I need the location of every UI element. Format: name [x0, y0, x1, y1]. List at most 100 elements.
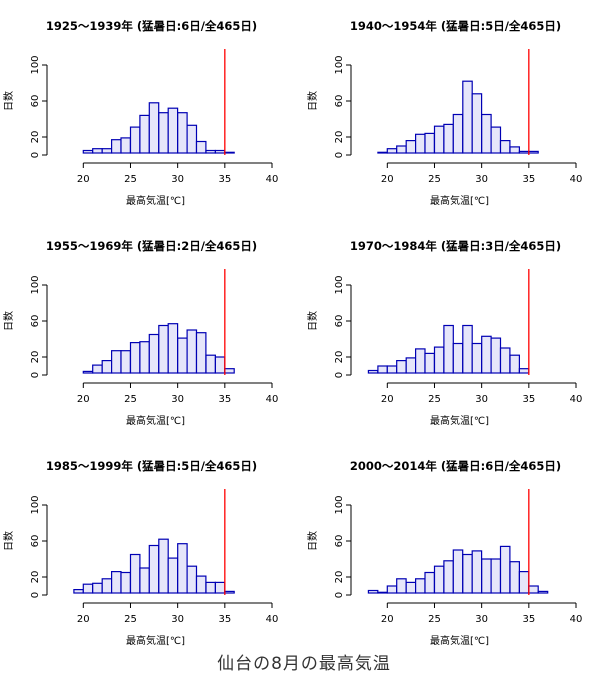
chart-title: 1970〜1984年 (猛暑日:3日/全465日): [350, 239, 561, 253]
y-tick-label: 100: [334, 275, 345, 294]
histogram-bar: [471, 93, 483, 154]
histogram-bar: [101, 578, 113, 594]
histogram-bar: [214, 356, 226, 374]
histogram-bar: [367, 589, 379, 594]
histogram-bar: [481, 335, 492, 374]
figure-caption: 仙台の8月の最高気温: [217, 654, 391, 674]
histogram-bar: [443, 324, 454, 374]
x-tick-label: 25: [124, 174, 137, 185]
histogram-bar: [101, 360, 113, 374]
x-tick-label: 30: [475, 174, 488, 185]
histogram-bar: [433, 565, 445, 594]
histogram-bar: [101, 148, 113, 154]
y-axis-label: 日数: [306, 311, 319, 331]
histogram-bar: [396, 578, 407, 594]
histogram-bar: [82, 370, 94, 374]
histogram-bar: [205, 354, 216, 374]
x-tick-label: 30: [475, 614, 488, 625]
histogram-bar: [537, 590, 549, 594]
y-tick-label: 0: [30, 152, 41, 158]
histogram-bar: [158, 538, 169, 594]
histogram-bar: [490, 126, 502, 154]
histogram-bar: [224, 368, 235, 374]
histogram-bar: [214, 581, 226, 594]
x-tick-label: 35: [522, 174, 535, 185]
histogram-bar: [120, 350, 131, 374]
histogram-bar: [499, 347, 511, 374]
histogram-bar: [205, 149, 216, 154]
y-axis-label: 日数: [306, 91, 319, 111]
x-tick-label: 20: [381, 394, 394, 405]
x-tick-label: 35: [218, 394, 231, 405]
histogram-bar: [110, 350, 122, 374]
y-tick-label: 0: [334, 152, 345, 158]
histogram-bar: [224, 151, 235, 154]
histogram-bar: [528, 150, 539, 154]
histogram-bar: [518, 150, 530, 154]
histogram-bar: [509, 354, 520, 374]
histogram-bar: [415, 348, 426, 374]
histogram-bar: [462, 80, 473, 154]
histogram-bar: [405, 581, 417, 594]
x-tick-label: 35: [218, 614, 231, 625]
chart-panel-4: 0 20 60 100 20 25 30 35 40 1970〜1984年 (猛暑日:3日/全46…: [306, 239, 582, 427]
histogram-bar: [120, 137, 131, 154]
histogram-bar: [367, 369, 379, 374]
histogram-bar: [424, 132, 435, 154]
y-tick-label: 100: [334, 55, 345, 74]
histogram-bar: [462, 553, 473, 594]
x-tick-label: 30: [171, 614, 184, 625]
histogram-bar: [471, 550, 483, 594]
histogram-bar: [499, 140, 511, 154]
chart-title: 1985〜1999年 (猛暑日:5日/全465日): [46, 459, 257, 473]
histogram-bar: [195, 332, 207, 374]
histogram-bar: [73, 588, 84, 594]
chart-title: 1925〜1939年 (猛暑日:6日/全465日): [46, 19, 257, 33]
histogram-bar: [377, 591, 388, 594]
histogram-bar: [129, 342, 141, 374]
y-tick-label: 20: [334, 571, 345, 584]
histogram-bar: [386, 585, 398, 594]
histogram-bar: [433, 125, 445, 154]
histogram-bar: [186, 329, 198, 374]
histogram-bar: [443, 560, 454, 594]
histogram-bar: [110, 570, 122, 594]
x-axis-label: 最高気温[℃]: [430, 634, 489, 647]
histogram-bar: [396, 145, 407, 154]
histogram-bar: [167, 323, 179, 374]
histogram-bar: [186, 565, 198, 594]
histogram-bar: [177, 337, 188, 374]
histogram-bar: [177, 543, 188, 594]
y-tick-label: 20: [30, 571, 41, 584]
histogram-bar: [139, 114, 150, 154]
histogram-bar: [167, 557, 179, 594]
histogram-bar: [405, 140, 417, 154]
x-tick-label: 30: [475, 394, 488, 405]
histogram-bar: [509, 146, 520, 154]
chart-title: 1955〜1969年 (猛暑日:2日/全465日): [46, 239, 257, 253]
histogram-bar: [424, 352, 435, 374]
histogram-bar: [471, 342, 483, 374]
histogram-bar: [386, 365, 398, 374]
chart-panel-6: 0 20 60 100 20 25 30 35 40 2000〜2014年 (猛暑日:6日/全46…: [306, 459, 582, 647]
histogram-bar: [462, 324, 473, 374]
y-tick-label: 60: [334, 535, 345, 548]
x-tick-label: 30: [171, 394, 184, 405]
x-tick-label: 35: [522, 394, 535, 405]
histogram-bar: [415, 133, 426, 154]
histogram-bar: [452, 342, 464, 374]
histogram-bar: [490, 337, 502, 374]
histogram-bar: [396, 360, 407, 374]
chart-title: 2000〜2014年 (猛暑日:6日/全465日): [350, 459, 561, 473]
x-axis-label: 最高気温[℃]: [430, 194, 489, 207]
x-tick-label: 35: [522, 614, 535, 625]
histogram-bar: [148, 333, 160, 374]
histogram-bar: [110, 139, 122, 154]
histogram-bar: [499, 545, 511, 594]
histogram-bar: [92, 582, 103, 594]
histogram-bar: [518, 570, 530, 594]
x-tick-label: 25: [428, 394, 441, 405]
histogram-bar: [433, 346, 445, 374]
histogram-bar: [386, 148, 398, 154]
x-tick-label: 30: [171, 174, 184, 185]
